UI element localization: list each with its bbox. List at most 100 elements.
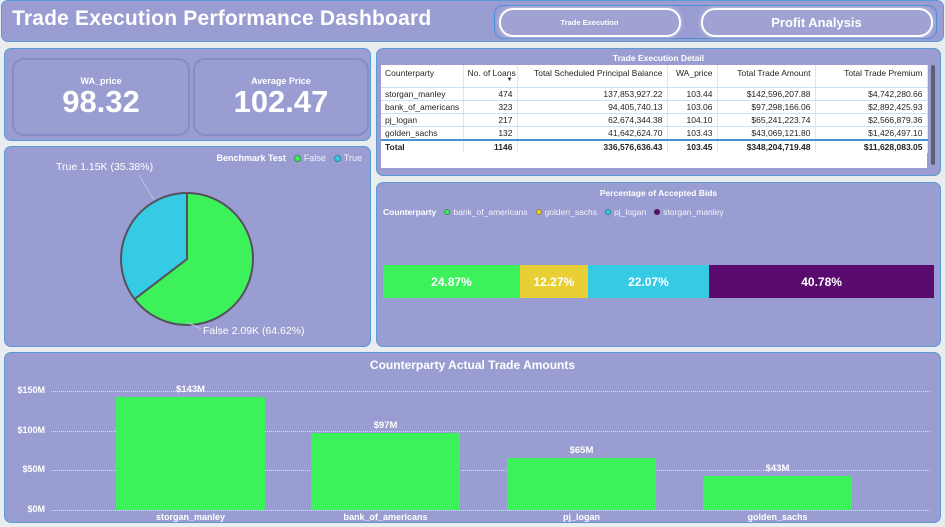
pie-slice-false[interactable] [133,192,254,326]
cell-premium: $4,742,280.66 [815,87,928,101]
bar-value-label: $143M [175,384,206,395]
storgan-manley-dot-icon [654,209,661,215]
gridline-0m [51,510,930,511]
legend-item-bank-of-americans[interactable]: bank_of_americans [444,207,528,217]
segment-golden-sachs[interactable]: 12.27% [520,265,588,298]
nav-tab-trade-execution[interactable]: Trade Execution [498,7,681,37]
golden-sachs-dot-icon [535,209,542,215]
bids-legend: Counterparty bank_of_americans golden_sa… [383,207,724,217]
x-axis-label: bank_of_americans [343,512,428,522]
accepted-bids-panel: Percentage of Accepted Bids Counterparty… [376,182,941,347]
legend-label: storgan_manley [663,207,724,217]
table-total-row: Total 1146 336,576,636.43 103.45 $348,20… [381,139,928,153]
cell-premium: $2,892,425.93 [815,100,928,114]
y-axis-tick: $50M [22,464,45,474]
table-vertical-scrollbar[interactable] [931,65,935,165]
sort-descending-icon: ▼ [506,77,513,83]
table-header-row: Counterparty No. of Loans ▼ Total Schedu… [381,65,928,88]
cell-premium: $2,566,879.36 [815,113,928,127]
nav-button-group: Trade Execution Profit Analysis [494,5,937,39]
cell-total-wa-price: 103.45 [667,139,718,153]
cell-total-loans: 1146 [463,139,518,153]
header-panel: Trade Execution Performance Dashboard Tr… [1,0,944,42]
legend-item-storgan-manley[interactable]: storgan_manley [654,207,724,217]
cell-total-balance: 336,576,636.43 [517,139,668,153]
y-axis-tick: $0M [27,504,45,514]
cell-counterparty: pj_logan [381,113,464,127]
table-row[interactable]: storgan_manley 474 137,853,927.22 103.44… [381,87,928,101]
page-title: Trade Execution Performance Dashboard [12,7,432,30]
kpi-card-wa-price: WA_price 98.32 [12,58,190,136]
col-header-counterparty[interactable]: Counterparty [381,65,464,88]
x-axis-label: golden_sachs [747,512,808,522]
legend-label: pj_logan [614,207,647,217]
cell-wa-price: 103.43 [667,126,718,141]
cell-balance: 94,405,740.13 [517,100,668,114]
gridline-50m [51,470,930,471]
col-header-trade-premium[interactable]: Total Trade Premium [815,65,928,88]
legend-item-true[interactable]: True [333,153,362,163]
cell-balance: 41,642,624.70 [517,126,668,141]
col-header-principal-balance[interactable]: Total Scheduled Principal Balance [517,65,668,88]
true-label-leader-line [138,174,155,201]
cell-loans: 474 [463,87,518,101]
cell-loans: 217 [463,113,518,127]
false-legend-dot-icon [293,154,301,162]
bar-bank-of-americans[interactable] [311,433,460,510]
kpi-panel: WA_price 98.32 Average Price 102.47 [4,48,371,141]
bar-chart-title: Counterparty Actual Trade Amounts [369,358,576,372]
legend-label: bank_of_americans [453,207,528,217]
pie-legend-title: Benchmark Test [216,153,286,163]
cell-loans: 132 [463,126,518,141]
benchmark-pie-panel: Benchmark Test False True True 1.15K (35… [4,146,371,347]
cell-amount: $43,069,121.80 [717,126,816,141]
cell-loans: 323 [463,100,518,114]
false-label-leader-line [186,321,202,330]
bar-golden-sachs[interactable] [703,476,852,510]
cell-total-label: Total [381,139,464,153]
bar-storgan-manley[interactable] [116,397,265,510]
cell-wa-price: 103.44 [667,87,718,101]
pie-label-false: False 2.09K (64.62%) [203,325,305,337]
col-header-no-of-loans[interactable]: No. of Loans ▼ [463,65,518,88]
segment-bank-of-americans[interactable]: 24.87% [383,265,521,298]
pie-slice-true[interactable] [120,192,188,301]
gridline-100m [51,431,930,432]
col-header-label: No. of Loans [467,68,516,78]
cell-total-amount: $348,204,719.48 [717,139,816,153]
trade-detail-table: Counterparty No. of Loans ▼ Total Schedu… [381,65,928,168]
kpi-value: 102.47 [233,83,329,119]
col-header-wa-price[interactable]: WA_price [667,65,718,88]
table-row[interactable]: pj_logan 217 62,674,344.38 104.10 $65,24… [381,113,928,127]
cell-total-premium: $11,628,083.05 [815,139,928,153]
bar-pj-logan[interactable] [507,458,656,510]
trade-detail-panel: Trade Execution Detail Counterparty No. … [376,48,941,176]
x-axis-label: storgan_manley [155,512,226,522]
gridline-150m [51,391,930,392]
kpi-label: WA_price [80,75,122,86]
cell-wa-price: 104.10 [667,113,718,127]
cell-amount: $142,596,207.88 [717,87,816,101]
bar-value-label: $97M [373,420,398,431]
legend-label: True [343,153,362,163]
cell-amount: $65,241,223.74 [717,113,816,127]
cell-balance: 137,853,927.22 [517,87,668,101]
pie-label-true: True 1.15K (35.38%) [56,161,154,173]
segment-pj-logan[interactable]: 22.07% [587,265,710,298]
legend-label: golden_sachs [544,207,598,217]
segment-storgan-manley[interactable]: 40.78% [709,265,934,298]
cell-wa-price: 103.06 [667,100,718,114]
bar-value-label: $65M [569,445,594,456]
legend-item-golden-sachs[interactable]: golden_sachs [535,207,598,217]
bids-legend-title: Counterparty [383,207,437,217]
table-row[interactable]: golden_sachs 132 41,642,624.70 103.43 $4… [381,126,928,141]
kpi-value: 98.32 [62,83,140,119]
true-legend-dot-icon [333,154,341,162]
nav-tab-profit-analysis[interactable]: Profit Analysis [700,7,933,37]
col-header-trade-amount[interactable]: Total Trade Amount [717,65,816,88]
legend-item-pj-logan[interactable]: pj_logan [605,207,646,217]
accepted-bids-stacked-bar: 24.87% 12.27% 22.07% 40.78% [383,265,934,298]
legend-item-false[interactable]: False [293,153,326,163]
table-row[interactable]: bank_of_americans 323 94,405,740.13 103.… [381,100,928,114]
y-axis-tick: $100M [17,425,45,435]
